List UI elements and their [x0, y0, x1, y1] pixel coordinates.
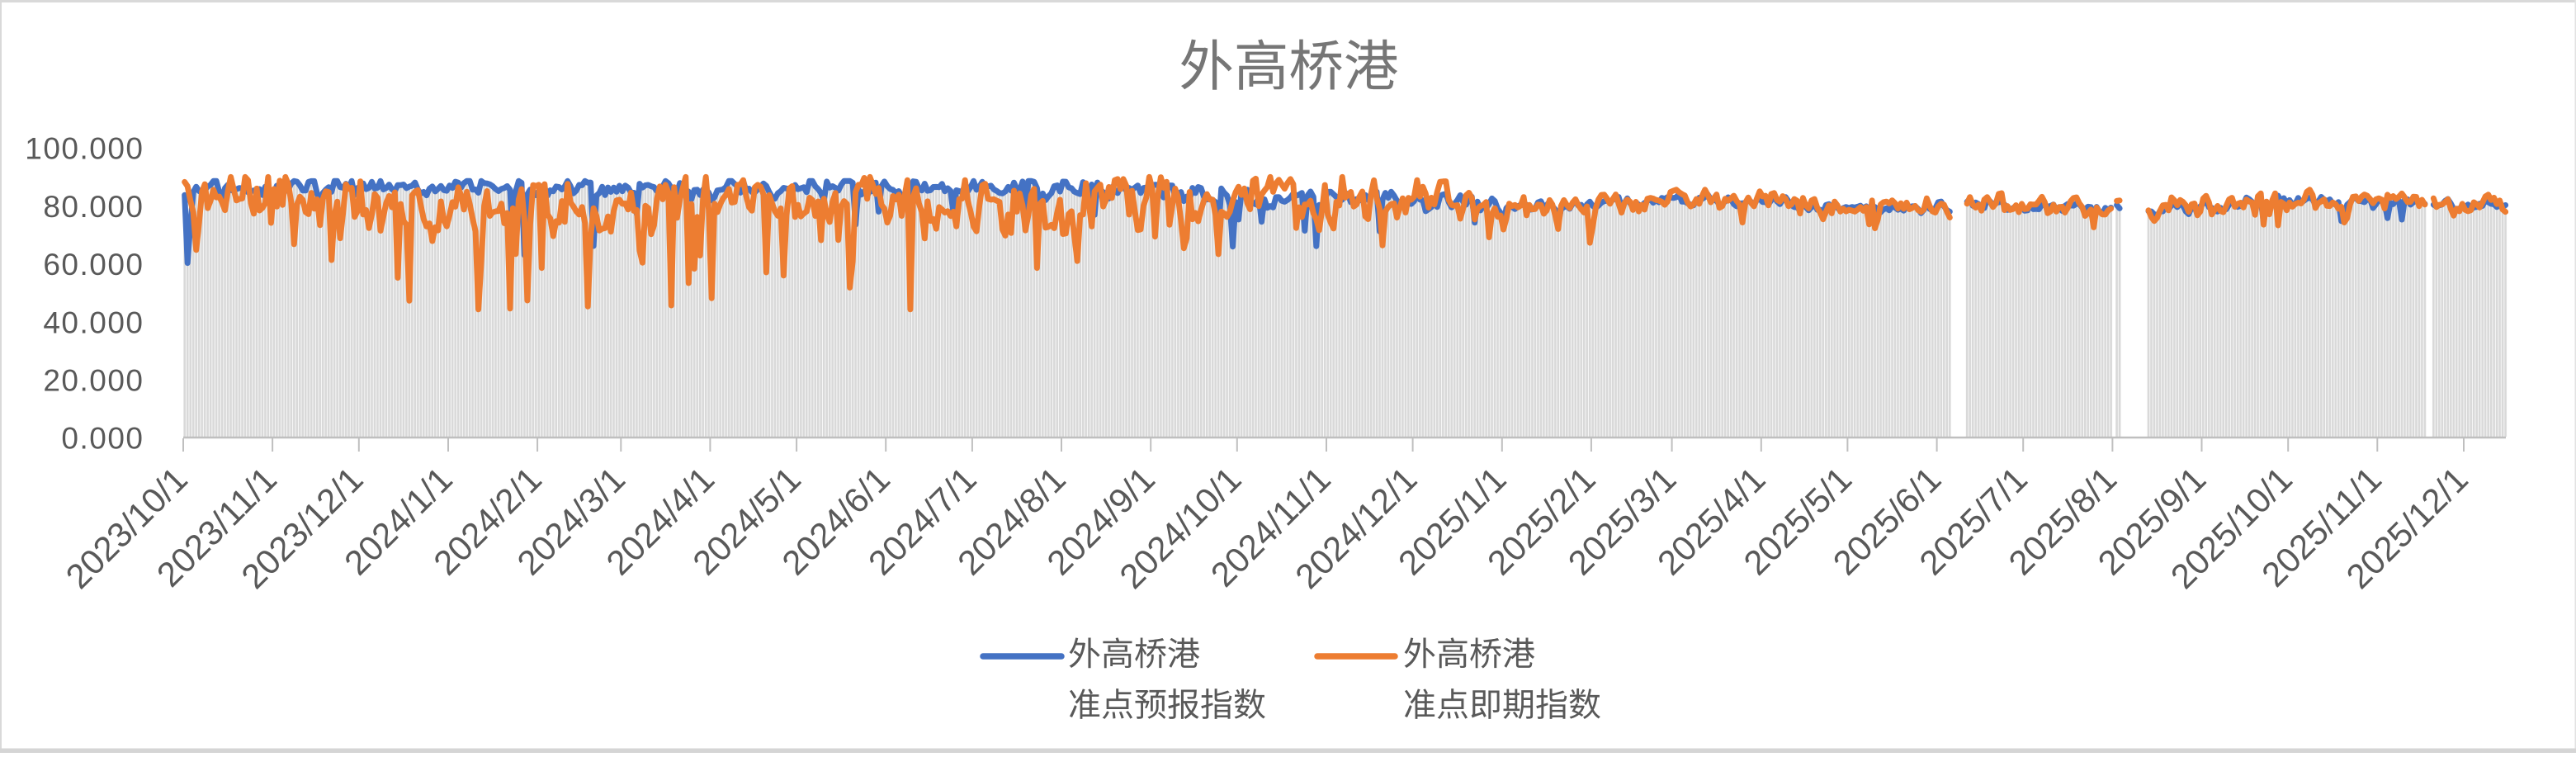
- svg-text:0.000: 0.000: [61, 422, 144, 456]
- svg-text:20.000: 20.000: [43, 364, 144, 398]
- svg-text:80.000: 80.000: [43, 190, 144, 224]
- svg-text:40.000: 40.000: [43, 305, 144, 339]
- svg-text:60.000: 60.000: [43, 248, 144, 282]
- svg-text:100.000: 100.000: [25, 132, 144, 166]
